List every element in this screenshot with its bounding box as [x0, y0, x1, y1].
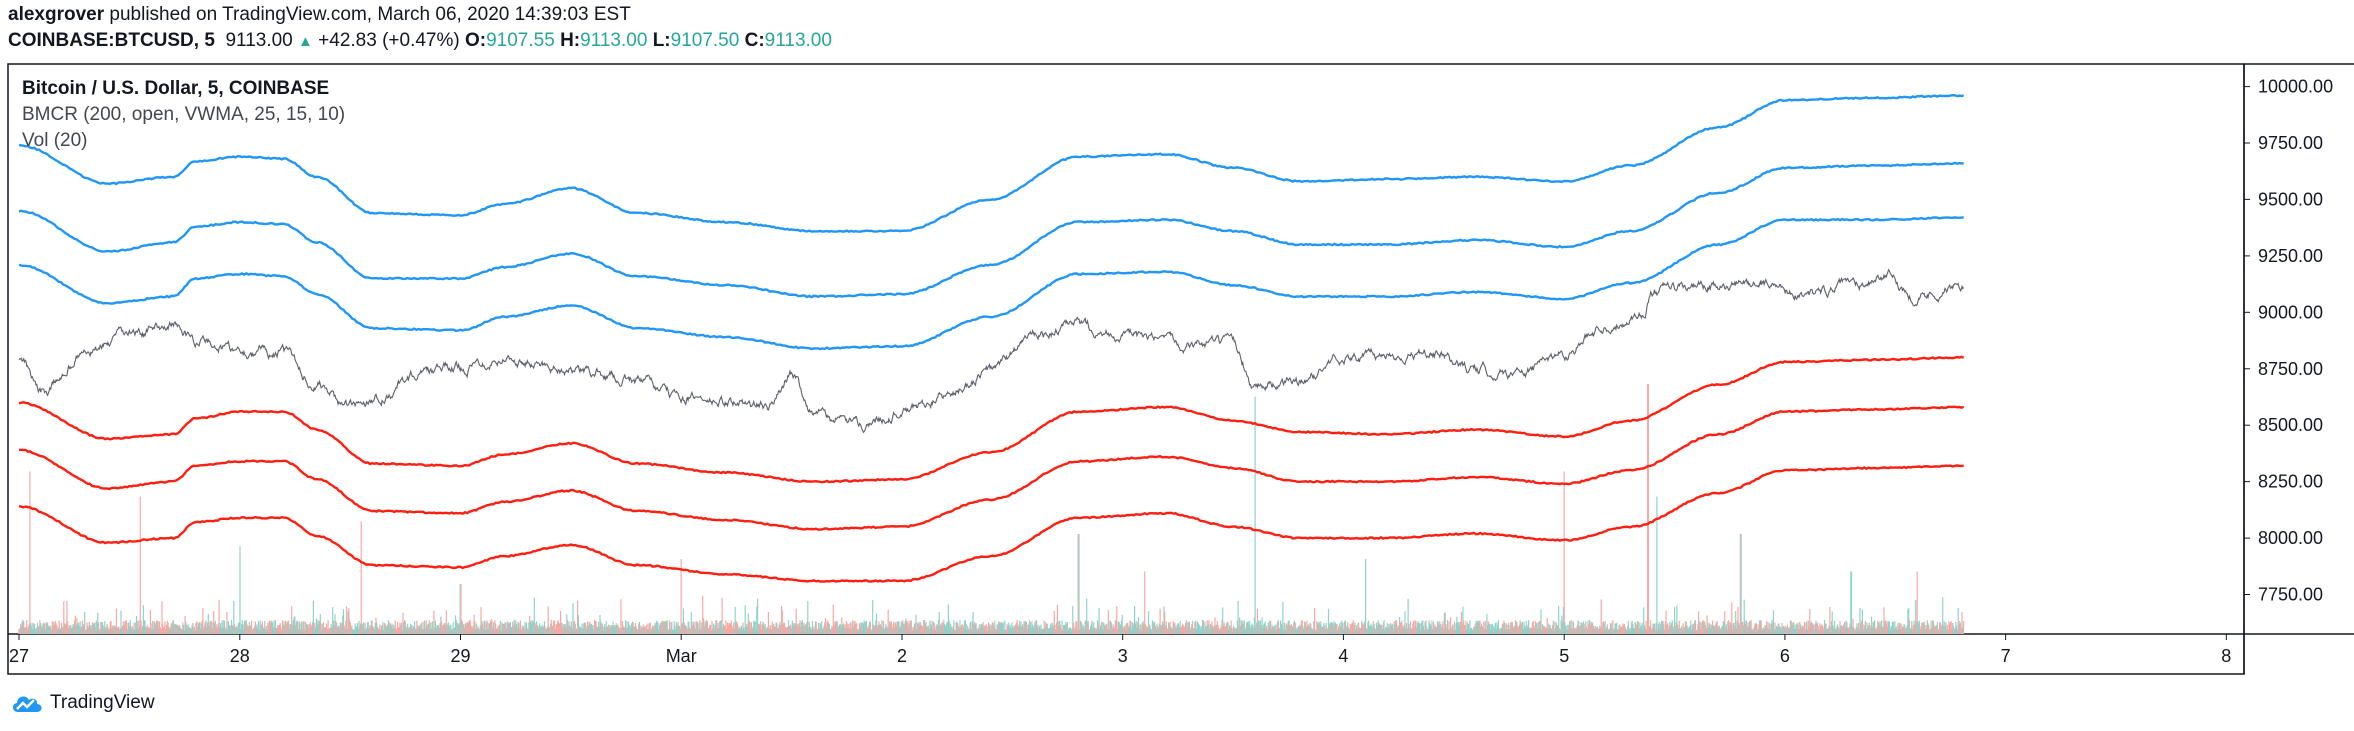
x-tick-label: 27: [9, 646, 29, 666]
volume-legend[interactable]: Vol (20): [22, 130, 88, 151]
upper-band-line-1: [18, 93, 1965, 234]
symbol-line: COINBASE:BTCUSD, 5 9113.00 ▲ +42.83 (+0.…: [8, 30, 832, 52]
x-tick-label: 28: [230, 646, 250, 666]
x-tick-label: 3: [1118, 646, 1128, 666]
published-text: published on TradingView.com, March 06, …: [109, 4, 631, 25]
x-tick-label: 4: [1338, 646, 1348, 666]
low-value: 9107.50: [670, 30, 740, 51]
publish-line: alexgrover published on TradingView.com,…: [8, 4, 631, 26]
y-tick-label: 8000.00: [2258, 528, 2323, 548]
x-tick-label: 2: [897, 646, 907, 666]
price-axis[interactable]: 10000.00 9750.00 9500.00 9250.00 9000.00 8750…: [2244, 77, 2333, 605]
x-tick-label: 29: [450, 646, 470, 666]
y-tick-label: 7750.00: [2258, 585, 2323, 605]
x-tick-label: 7: [2001, 646, 2011, 666]
time-axis[interactable]: 27 28 29 Mar 2 3 4 5 6 7 8: [9, 634, 2231, 666]
high-value: 9113.00: [580, 30, 648, 51]
high-label: H:: [560, 30, 581, 51]
up-arrow-icon: ▲: [298, 33, 313, 50]
price-change: +42.83 (+0.47%): [318, 30, 460, 51]
y-tick-label: 9750.00: [2258, 133, 2323, 153]
y-tick-label: 8250.00: [2258, 472, 2323, 492]
series-lines: [18, 93, 1965, 583]
lower-band-line-5: [19, 405, 1965, 531]
close-value: 9113.00: [764, 30, 832, 51]
y-tick-label: 10000.00: [2258, 77, 2333, 97]
upper-band-line-3: [18, 216, 1964, 351]
lower-band-line-6: [18, 464, 1964, 583]
symbol-name[interactable]: COINBASE:BTCUSD, 5: [8, 30, 215, 51]
y-tick-label: 9000.00: [2258, 302, 2323, 322]
tradingview-brand[interactable]: TradingView: [10, 692, 155, 714]
x-tick-label: 8: [2221, 646, 2231, 666]
tradingview-cloud-icon: [12, 696, 42, 712]
x-tick-label: 5: [1559, 646, 1569, 666]
open-value: 9107.55: [486, 30, 555, 51]
tradingview-label: TradingView: [50, 692, 155, 713]
y-tick-label: 8500.00: [2258, 415, 2323, 435]
x-tick-label: 6: [1780, 646, 1790, 666]
price-line: [18, 268, 1965, 434]
last-price: 9113.00: [225, 30, 293, 51]
open-label: O:: [465, 30, 487, 51]
close-label: C:: [744, 30, 765, 51]
x-tick-label: Mar: [666, 646, 697, 666]
publisher-name[interactable]: alexgrover: [8, 4, 105, 25]
volume-bars: [18, 384, 1965, 634]
y-tick-label: 9250.00: [2258, 246, 2323, 266]
chart-title[interactable]: Bitcoin / U.S. Dollar, 5, COINBASE: [22, 78, 330, 99]
indicator-legend[interactable]: BMCR (200, open, VWMA, 25, 15, 10): [22, 104, 346, 125]
low-label: L:: [652, 30, 671, 51]
y-tick-label: 8750.00: [2258, 359, 2323, 379]
y-tick-label: 9500.00: [2258, 189, 2323, 209]
upper-band-line-2: [18, 161, 1964, 299]
lower-band-line-4: [18, 355, 1965, 484]
